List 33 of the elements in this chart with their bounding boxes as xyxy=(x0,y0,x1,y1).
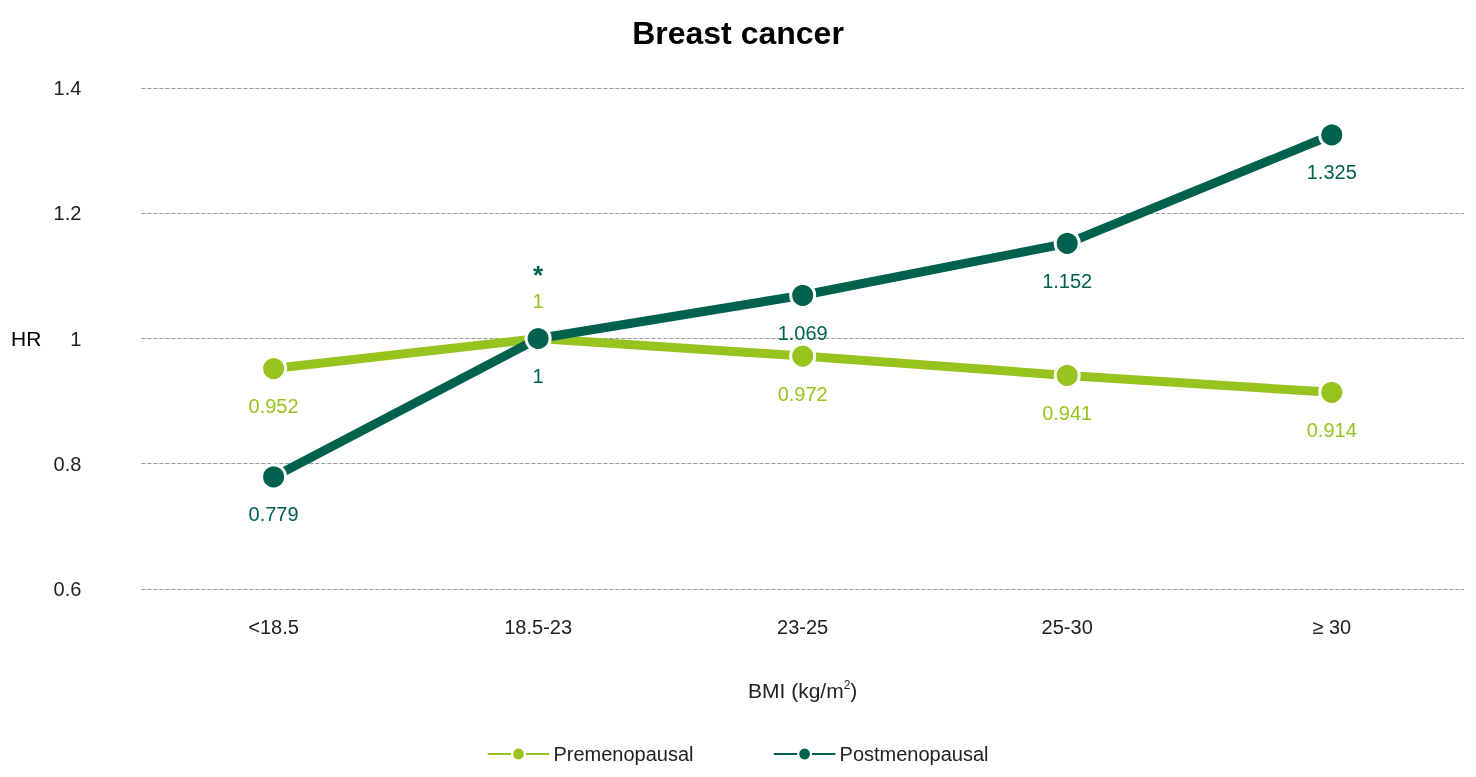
data-label: 0.779 xyxy=(248,503,299,526)
legend-label: Postmenopausal xyxy=(839,743,989,765)
x-tick-label: 23-25 xyxy=(777,616,829,638)
x-tick-label: 18.5-23 xyxy=(504,616,573,638)
data-label: 1.152 xyxy=(1042,269,1093,292)
y-tick-label: 1.4 xyxy=(53,77,82,99)
y-axis-title: HR xyxy=(10,327,42,350)
y-tick-label: 0.8 xyxy=(53,452,82,475)
point xyxy=(789,342,817,370)
y-tick-label: 1.2 xyxy=(53,202,82,225)
data-label: 0.941 xyxy=(1042,401,1093,424)
x-tick-label: 25-30 xyxy=(1041,616,1093,638)
data-label: 1 xyxy=(532,365,544,387)
point xyxy=(1318,378,1346,406)
point xyxy=(1053,229,1081,257)
data-label: 0.914 xyxy=(1306,418,1357,441)
point xyxy=(1318,121,1346,149)
y-tick-label: 1 xyxy=(70,327,82,350)
data-label: 1.325 xyxy=(1306,161,1357,184)
chart-title: Breast cancer xyxy=(632,15,844,51)
point xyxy=(789,281,817,309)
annotation: * xyxy=(533,259,545,290)
data-label: 1 xyxy=(532,290,544,312)
data-label: 1.069 xyxy=(777,321,828,344)
legend-label: Premenopausal xyxy=(553,743,694,765)
x-tick-label: ≥ 30 xyxy=(1312,616,1352,638)
point xyxy=(1053,361,1081,389)
data-label: 0.952 xyxy=(248,395,299,418)
point xyxy=(260,355,288,383)
y-tick-label: 0.6 xyxy=(53,578,82,600)
point xyxy=(260,463,288,491)
data-label: 0.972 xyxy=(777,382,828,405)
x-tick-label: <18.5 xyxy=(248,616,299,638)
